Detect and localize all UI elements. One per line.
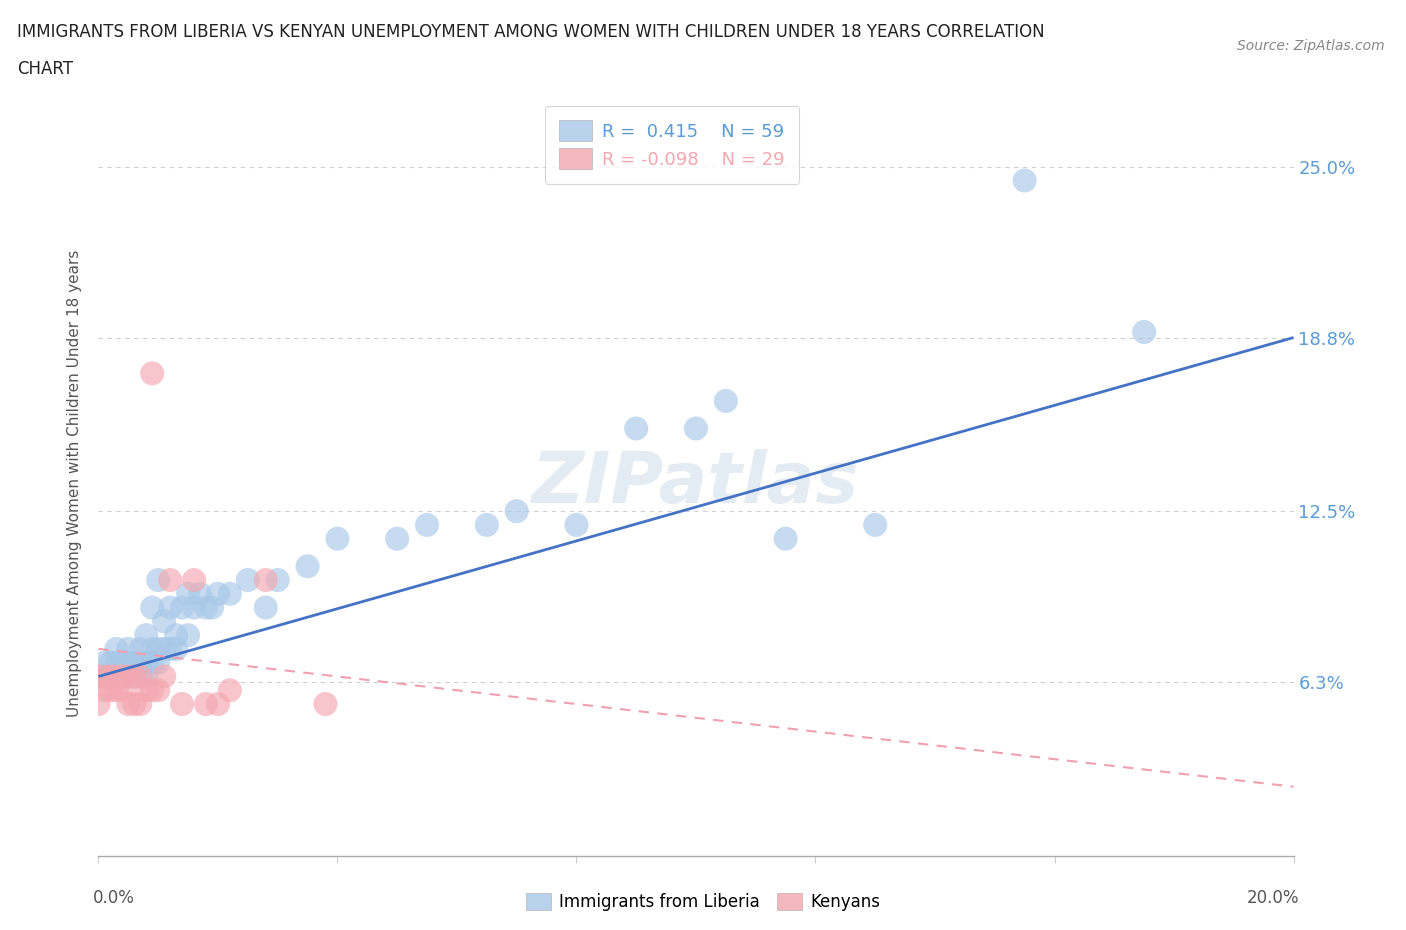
Point: [148, 683, 170, 698]
Point: [124, 669, 146, 684]
Point: [254, 573, 277, 588]
Point: [416, 517, 439, 532]
Point: [93, 656, 115, 671]
Point: [129, 642, 152, 657]
Point: [201, 600, 224, 615]
Point: [475, 517, 498, 532]
Point: [98, 669, 122, 684]
Point: [124, 669, 146, 684]
Point: [159, 573, 181, 588]
Text: CHART: CHART: [17, 60, 73, 78]
Point: [93, 683, 115, 698]
Point: [141, 642, 163, 657]
Point: [195, 600, 218, 615]
Legend: Immigrants from Liberia, Kenyans: Immigrants from Liberia, Kenyans: [519, 886, 887, 918]
Point: [1133, 325, 1156, 339]
Text: ZIPatlas: ZIPatlas: [533, 449, 859, 518]
Point: [105, 683, 128, 698]
Point: [105, 669, 128, 684]
Point: [117, 642, 139, 657]
Point: [105, 656, 128, 671]
Point: [135, 683, 157, 698]
Point: [254, 600, 277, 615]
Point: [626, 421, 648, 436]
Point: [267, 573, 290, 588]
Point: [129, 697, 152, 711]
Point: [385, 531, 409, 546]
Point: [297, 559, 319, 574]
Point: [188, 587, 211, 602]
Point: [183, 573, 205, 588]
Point: [129, 669, 152, 684]
Point: [506, 504, 529, 519]
Point: [165, 642, 187, 657]
Point: [159, 600, 181, 615]
Point: [135, 656, 157, 671]
Point: [87, 669, 110, 684]
Point: [105, 642, 128, 657]
Point: [111, 683, 134, 698]
Point: [124, 656, 146, 671]
Point: [135, 628, 157, 643]
Point: [93, 669, 115, 684]
Point: [117, 697, 139, 711]
Point: [207, 697, 229, 711]
Text: Source: ZipAtlas.com: Source: ZipAtlas.com: [1237, 39, 1385, 53]
Point: [93, 669, 115, 684]
Point: [135, 669, 157, 684]
Point: [165, 628, 187, 643]
Y-axis label: Unemployment Among Women with Children Under 18 years: Unemployment Among Women with Children U…: [67, 250, 83, 717]
Point: [148, 573, 170, 588]
Point: [124, 697, 146, 711]
Text: IMMIGRANTS FROM LIBERIA VS KENYAN UNEMPLOYMENT AMONG WOMEN WITH CHILDREN UNDER 1: IMMIGRANTS FROM LIBERIA VS KENYAN UNEMPL…: [17, 23, 1045, 41]
Point: [129, 656, 152, 671]
Point: [177, 587, 200, 602]
Point: [111, 656, 134, 671]
Point: [117, 669, 139, 684]
Point: [1014, 173, 1036, 188]
Point: [865, 517, 887, 532]
Point: [153, 642, 176, 657]
Point: [87, 669, 110, 684]
Point: [236, 573, 259, 588]
Point: [141, 600, 163, 615]
Point: [141, 656, 163, 671]
Point: [148, 656, 170, 671]
Point: [153, 669, 176, 684]
Point: [219, 683, 242, 698]
Legend: R =  0.415    N = 59, R = -0.098    N = 29: R = 0.415 N = 59, R = -0.098 N = 29: [544, 106, 800, 183]
Point: [326, 531, 349, 546]
Point: [98, 656, 122, 671]
Point: [159, 642, 181, 657]
Point: [183, 600, 205, 615]
Point: [87, 697, 110, 711]
Point: [195, 697, 218, 711]
Point: [685, 421, 707, 436]
Point: [117, 669, 139, 684]
Point: [129, 669, 152, 684]
Point: [98, 683, 122, 698]
Point: [141, 683, 163, 698]
Point: [219, 587, 242, 602]
Text: 20.0%: 20.0%: [1247, 889, 1299, 907]
Point: [714, 393, 737, 408]
Point: [315, 697, 337, 711]
Point: [775, 531, 797, 546]
Point: [177, 628, 200, 643]
Point: [148, 642, 170, 657]
Point: [141, 365, 163, 380]
Point: [111, 669, 134, 684]
Point: [117, 656, 139, 671]
Point: [111, 669, 134, 684]
Point: [565, 517, 588, 532]
Point: [172, 600, 194, 615]
Point: [172, 697, 194, 711]
Point: [153, 614, 176, 629]
Point: [105, 669, 128, 684]
Point: [207, 587, 229, 602]
Point: [98, 669, 122, 684]
Text: 0.0%: 0.0%: [93, 889, 135, 907]
